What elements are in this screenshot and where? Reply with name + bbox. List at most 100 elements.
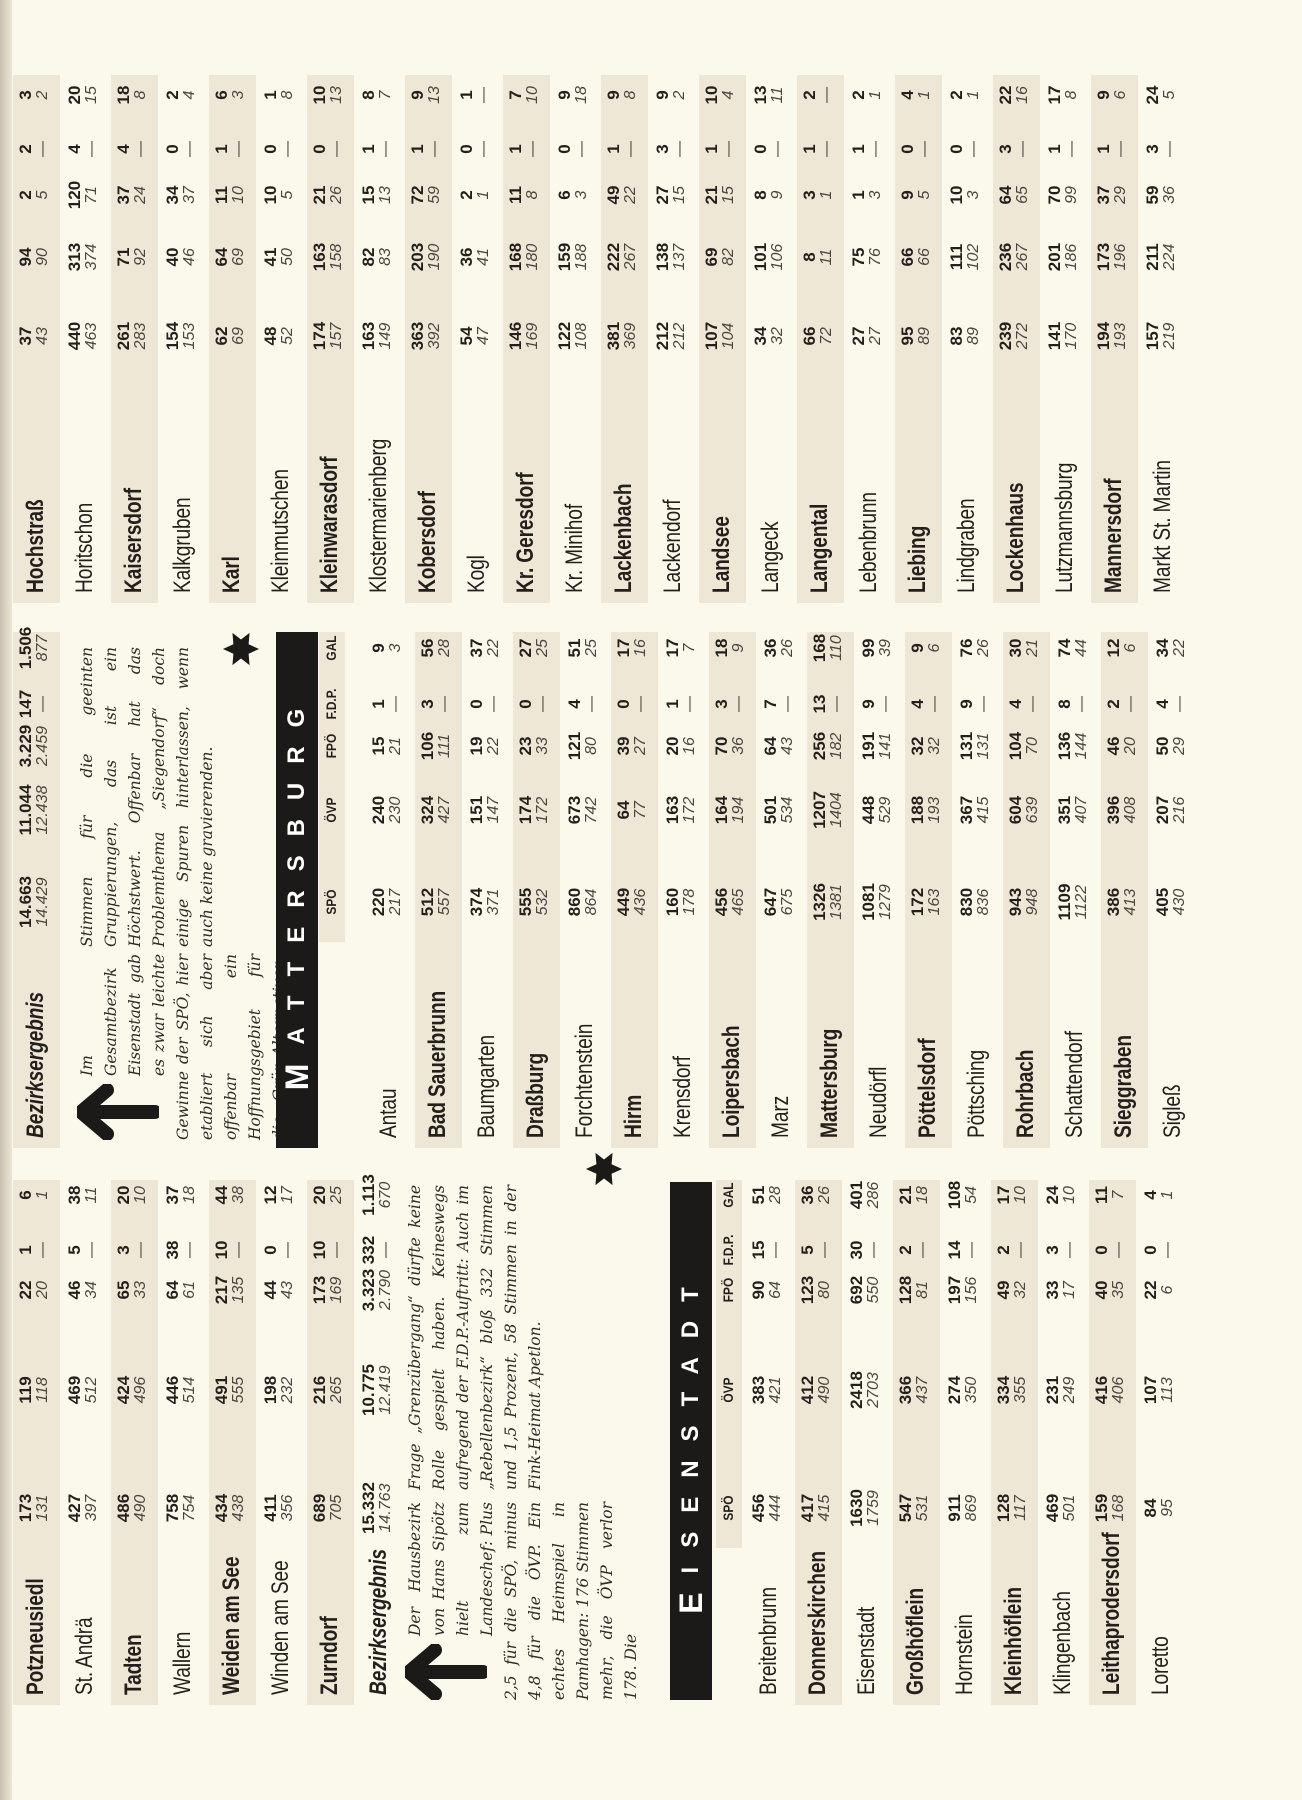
votes-spoe: 456 444 bbox=[749, 1473, 784, 1543]
votes-previous: 10 bbox=[132, 1186, 149, 1204]
votes-oevp: 501 534 bbox=[761, 775, 796, 845]
votes-previous: 463 bbox=[83, 322, 100, 350]
votes-current: 203 bbox=[408, 242, 427, 272]
votes-previous: 534 bbox=[779, 796, 796, 824]
votes-previous: 529 bbox=[877, 796, 894, 824]
votes-previous: 50 bbox=[279, 248, 296, 266]
votes-oevp: 82 83 bbox=[359, 222, 394, 292]
municipality-name: Antau bbox=[375, 1088, 402, 1138]
votes-current: 14.663 bbox=[16, 876, 35, 928]
votes-current: 159 bbox=[555, 242, 574, 272]
note-text: Frage „Grenzübergang“ dürfte keine Rolle… bbox=[406, 1185, 544, 1490]
votes-spoe: 427 397 bbox=[65, 1473, 100, 1543]
votes-previous: 1759 bbox=[865, 1490, 882, 1526]
municipality-name: Kobersdorf bbox=[414, 491, 441, 593]
table-row: Draßburg 555 532 174 172 23 33 0—27 25 bbox=[513, 632, 560, 1148]
votes-previous: 69 bbox=[230, 327, 247, 345]
eisenstadt-note-left: Im Gesamtbezirk Eisenstadt gab es zwar l… bbox=[75, 954, 315, 1140]
votes-current: 99 bbox=[859, 638, 878, 658]
table-row: Donnerskirchen 417 415 412 490 123 80 5—36 26 bbox=[795, 1180, 842, 1705]
votes-oevp: 207 216 bbox=[1153, 775, 1188, 845]
votes-spoe: 830 836 bbox=[957, 867, 992, 937]
votes-gal: 21 18 bbox=[896, 1160, 931, 1230]
votes-gal: 24 10 bbox=[1043, 1160, 1078, 1230]
votes-previous: 754 bbox=[181, 1494, 198, 1522]
votes-previous: 44 bbox=[1073, 639, 1090, 657]
votes-previous: 3 bbox=[387, 643, 404, 653]
votes-previous: 1 bbox=[916, 90, 933, 100]
votes-current: 51 bbox=[749, 1185, 768, 1205]
votes-spoe: 261 283 bbox=[114, 301, 149, 371]
votes-current: 34 bbox=[751, 326, 770, 346]
municipality-name: Zurndorf bbox=[316, 1616, 343, 1695]
arrow-up-icon bbox=[77, 1084, 159, 1140]
votes-gal: 51 25 bbox=[565, 613, 600, 683]
votes-spoe: 172 163 bbox=[908, 867, 943, 937]
votes-current: 21 bbox=[896, 1185, 915, 1205]
votes-previous: 407 bbox=[1073, 796, 1090, 824]
table-row: Kleinmutschen 48 52 41 50 10 5 0—1 8 bbox=[258, 75, 305, 603]
municipality-name: Leithaprodersdorf bbox=[1098, 1532, 1125, 1695]
municipality-name: Lackendorf bbox=[659, 499, 686, 593]
votes-spoe: 386 413 bbox=[1104, 867, 1139, 937]
votes-current: 11 bbox=[1092, 1186, 1111, 1204]
votes-gal: 38 11 bbox=[65, 1160, 100, 1230]
votes-current: 469 bbox=[1043, 1493, 1062, 1523]
district-header-mattersburg: M ATTERSBURG bbox=[276, 632, 318, 1148]
municipality-name: Marz bbox=[767, 1095, 794, 1138]
votes-previous: 4 bbox=[181, 90, 198, 100]
votes-gal: 12 17 bbox=[261, 1160, 296, 1230]
votes-previous: 356 bbox=[279, 1494, 296, 1522]
votes-current: 4 bbox=[898, 90, 917, 100]
votes-previous: 465 bbox=[730, 888, 747, 916]
scan-edge bbox=[0, 0, 12, 1800]
votes-previous: 283 bbox=[132, 322, 149, 350]
votes-previous: 948 bbox=[1024, 888, 1041, 916]
municipality-name: Langental bbox=[806, 503, 833, 593]
votes-oevp: 10.775 12.419 bbox=[359, 1355, 394, 1425]
votes-spoe: 440 463 bbox=[65, 301, 100, 371]
votes-previous: 1404 bbox=[828, 792, 845, 828]
votes-oevp: 313 374 bbox=[65, 222, 100, 292]
votes-current: 173 bbox=[1094, 242, 1113, 272]
votes-oevp: 41 50 bbox=[261, 222, 296, 292]
votes-spoe: 54 47 bbox=[457, 301, 492, 371]
votes-previous: 490 bbox=[816, 1376, 833, 1404]
votes-current: 860 bbox=[565, 887, 584, 917]
table-row: Kleinhöflein 128 117 334 355 49 32 2—17 10 bbox=[991, 1180, 1038, 1705]
votes-oevp: 71 92 bbox=[114, 222, 149, 292]
votes-previous: 8 bbox=[1063, 90, 1080, 100]
votes-current: 20 bbox=[65, 85, 84, 105]
votes-previous: 83 bbox=[377, 248, 394, 266]
table-row: Lindgraben 83 89 111 102 10 3 0—2 1 bbox=[944, 75, 991, 603]
municipality-name: Krensdorf bbox=[669, 1056, 696, 1138]
table-row: Wallern 758 754 446 514 64 61 38—37 18 bbox=[160, 1180, 207, 1705]
votes-current: 1326 bbox=[810, 883, 829, 921]
table-row: Kleinwarasdorf 174 157 163 158 21 26 0—10 13 bbox=[307, 75, 354, 603]
votes-current: 38 bbox=[65, 1185, 84, 1205]
votes-previous: 108 bbox=[573, 322, 590, 350]
votes-current: 159 bbox=[1092, 1493, 1111, 1523]
votes-gal: 401 286 bbox=[847, 1160, 882, 1230]
votes-spoe: 758 754 bbox=[163, 1473, 198, 1543]
votes-oevp: 424 496 bbox=[114, 1355, 149, 1425]
votes-current: 9 bbox=[604, 90, 623, 100]
votes-spoe: 163 149 bbox=[359, 301, 394, 371]
table-row: Potzneusiedl 173 131 119 118 22 20 1—6 1 bbox=[13, 1180, 60, 1705]
votes-spoe: 66 72 bbox=[800, 301, 835, 371]
votes-oevp: 119 118 bbox=[16, 1355, 51, 1425]
table-row: Kalkgruben 154 153 40 46 34 37 0—2 4 bbox=[160, 75, 207, 603]
votes-current: 469 bbox=[65, 1375, 84, 1405]
table-row: Lockenhaus 239 272 236 267 64 65 3—22 16 bbox=[993, 75, 1040, 603]
votes-current: 3 bbox=[16, 90, 35, 100]
votes-spoe: 374 371 bbox=[467, 867, 502, 937]
votes-previous: 157 bbox=[328, 322, 345, 350]
votes-oevp: 491 555 bbox=[212, 1355, 247, 1425]
municipality-name: Lindgraben bbox=[953, 498, 980, 593]
votes-current: 24 bbox=[1143, 85, 1162, 105]
votes-current: 84 bbox=[1141, 1498, 1160, 1518]
votes-previous: 28 bbox=[436, 639, 453, 657]
votes-current: 51 bbox=[565, 638, 584, 658]
votes-gal: 18 9 bbox=[712, 613, 747, 683]
